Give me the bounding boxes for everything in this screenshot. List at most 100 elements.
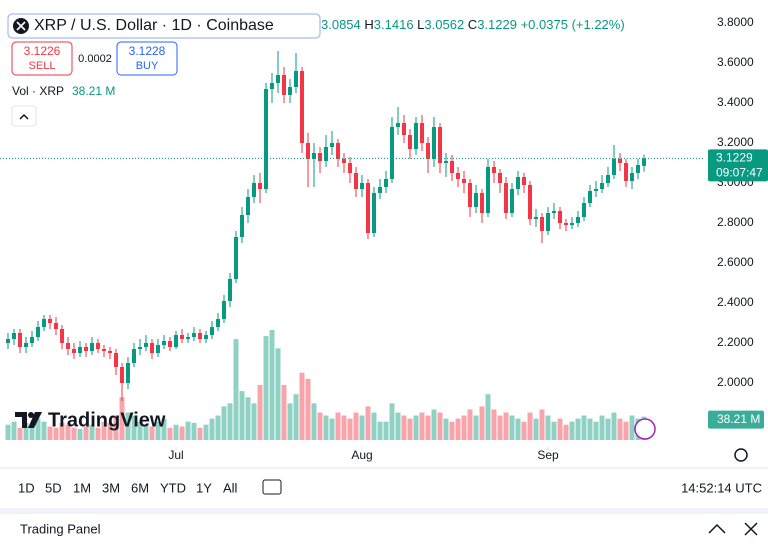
timeframe-button[interactable]: 1D (18, 480, 35, 495)
timeframe-button[interactable]: YTD (160, 480, 186, 495)
candle-body (180, 335, 184, 339)
volume-bar (605, 418, 611, 440)
volume-bar (473, 415, 479, 440)
candle-body (378, 187, 382, 193)
volume-label: 38.21 M (717, 412, 760, 426)
volume-bar (425, 415, 431, 440)
y-tick-label: 2.0000 (717, 375, 754, 389)
buy-button[interactable] (116, 41, 178, 76)
volume-bar (449, 421, 455, 440)
volume-bar (323, 415, 329, 440)
date-range-icon[interactable] (262, 479, 282, 495)
volume-bar (119, 397, 125, 440)
candles (6, 51, 646, 401)
candle-body (528, 185, 532, 219)
candle-body (48, 319, 52, 323)
candle-body (612, 159, 616, 175)
volume-bar (413, 415, 419, 440)
candle-body (564, 223, 568, 225)
candle-body (84, 347, 88, 351)
logo-dot (28, 412, 34, 418)
candle-body (234, 237, 238, 279)
volume-bar (227, 403, 233, 440)
candle-body (222, 301, 226, 319)
timeframe-button[interactable]: 1M (73, 480, 91, 495)
candle-body (474, 193, 478, 207)
volume-bar (305, 378, 311, 440)
volume-legend-value: 38.21 M (72, 84, 115, 98)
candle-body (246, 197, 250, 215)
candle-body (150, 343, 154, 353)
volume-bar (17, 427, 23, 440)
candle-body (282, 75, 286, 95)
volume-bar (161, 418, 167, 440)
volume-bar (239, 391, 245, 440)
settings-icon[interactable] (734, 448, 748, 462)
candle-body (354, 173, 358, 189)
volume-bar (431, 409, 437, 440)
candle-body (480, 193, 484, 213)
candle-body (468, 183, 472, 207)
high-value: 3.1416 (374, 17, 414, 32)
volume-bar (617, 418, 623, 440)
timeframe-button[interactable]: All (223, 480, 238, 495)
logo-mark (28, 412, 42, 428)
candle-body (24, 343, 28, 347)
x-tick-label: Jul (168, 448, 183, 462)
candle-body (642, 158, 646, 166)
volume-bar (41, 421, 47, 440)
timeframe-button[interactable]: 5D (45, 480, 62, 495)
change-pct: (+1.22%) (572, 17, 625, 32)
panel-title[interactable]: Trading Panel (20, 521, 101, 536)
panel-expand[interactable] (708, 523, 726, 534)
y-tick-label: 3.6000 (717, 55, 754, 69)
volume-bar (89, 424, 95, 440)
candle-body (258, 183, 262, 189)
candle-body (366, 183, 370, 233)
countdown: 09:07:47 (716, 166, 763, 180)
volume-bar (173, 424, 179, 440)
candle-body (360, 183, 364, 189)
timeframe-button[interactable]: 3M (102, 480, 120, 495)
volume-bar (281, 385, 287, 440)
candle-body (624, 163, 628, 181)
title-box[interactable] (7, 13, 321, 39)
volume-bar (455, 418, 461, 440)
assistant-icon[interactable] (634, 418, 656, 440)
close-value: 3.1229 (477, 17, 517, 32)
volume-bar (113, 415, 119, 440)
candle-body (270, 83, 274, 89)
volume-bar (287, 403, 293, 440)
sell-button[interactable] (11, 41, 73, 76)
volume-bar (383, 421, 389, 440)
volume-bar (401, 415, 407, 440)
candle-body (522, 177, 526, 185)
candle-body (276, 75, 280, 83)
candle-body (78, 347, 82, 353)
candle-body (126, 363, 130, 383)
candle-body (618, 159, 622, 163)
volume-label-box (708, 410, 764, 429)
candle-body (630, 173, 634, 181)
volume-bar (95, 427, 101, 440)
volume-bar (479, 406, 485, 440)
volume-bar (365, 406, 371, 440)
volume-title: Vol · XRP (12, 84, 64, 98)
candle-body (156, 345, 160, 353)
candle-body (288, 87, 292, 95)
candle-body (174, 335, 178, 347)
volume-bar (149, 426, 155, 440)
candle-body (492, 167, 496, 173)
candle-body (66, 343, 70, 349)
coin-icon-x (16, 21, 26, 31)
timeframe-button[interactable]: 6M (131, 480, 149, 495)
volume-bar (503, 412, 509, 440)
volume-bar (335, 412, 341, 440)
candle-body (114, 353, 118, 367)
timeframe-button[interactable]: 1Y (196, 480, 212, 495)
panel-close[interactable] (744, 522, 758, 536)
brand-logo: TradingView (15, 409, 166, 431)
candle-body (420, 123, 424, 143)
volume-bar (65, 424, 71, 440)
